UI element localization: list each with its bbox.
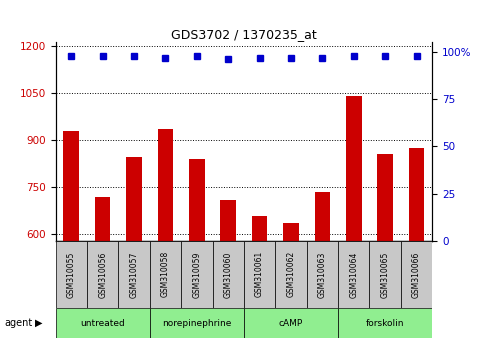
Bar [244,241,275,308]
Bar [56,308,150,338]
Bar [307,241,338,308]
Bar [189,159,205,354]
Bar [244,308,338,338]
Bar [213,241,244,308]
Text: cAMP: cAMP [279,319,303,327]
Text: GSM310061: GSM310061 [255,251,264,297]
Text: GSM310063: GSM310063 [318,251,327,298]
Bar [252,216,268,354]
Bar [401,241,432,308]
Bar [338,241,369,308]
Text: agent: agent [5,318,33,328]
Bar [369,241,401,308]
Text: GSM310065: GSM310065 [381,251,390,298]
Text: GSM310066: GSM310066 [412,251,421,298]
Text: untreated: untreated [80,319,125,327]
Text: GSM310062: GSM310062 [286,251,296,297]
Title: GDS3702 / 1370235_at: GDS3702 / 1370235_at [171,28,317,41]
Bar [150,308,244,338]
Bar [157,129,173,354]
Bar [377,154,393,354]
Bar [275,241,307,308]
Text: GSM310059: GSM310059 [192,251,201,298]
Bar [314,192,330,354]
Bar [283,223,299,354]
Bar [87,241,118,308]
Bar [346,96,362,354]
Bar [63,131,79,354]
Text: GSM310056: GSM310056 [98,251,107,298]
Text: ▶: ▶ [35,318,43,328]
Bar [118,241,150,308]
Bar [220,200,236,354]
Bar [409,148,425,354]
Text: GSM310060: GSM310060 [224,251,233,298]
Bar [95,197,111,354]
Bar [150,241,181,308]
Text: GSM310064: GSM310064 [349,251,358,298]
Text: GSM310058: GSM310058 [161,251,170,297]
Text: GSM310055: GSM310055 [67,251,76,298]
Bar [56,241,87,308]
Bar [338,308,432,338]
Bar [181,241,213,308]
Text: norepinephrine: norepinephrine [162,319,231,327]
Bar [126,157,142,354]
Text: GSM310057: GSM310057 [129,251,139,298]
Text: forskolin: forskolin [366,319,404,327]
